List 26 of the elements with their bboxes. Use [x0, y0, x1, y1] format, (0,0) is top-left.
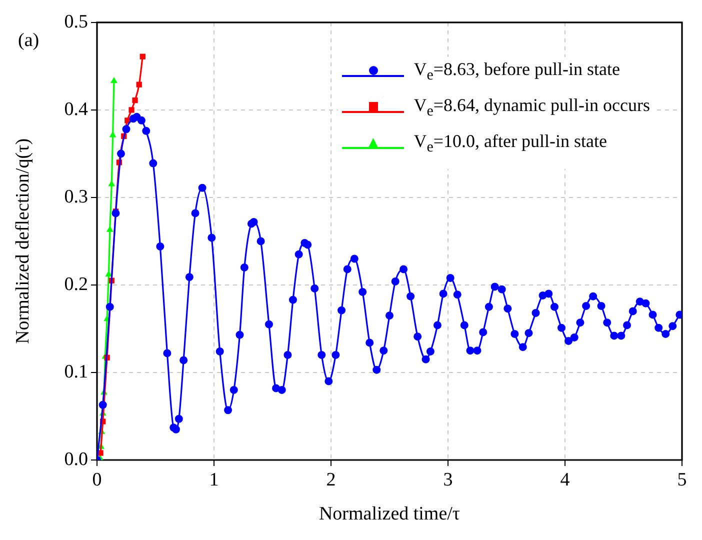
x-tick-label: 5	[677, 469, 687, 490]
x-tick-label: 3	[443, 469, 453, 490]
legend-label: V$_{e}$=8.63, before pull-in state	[414, 59, 620, 84]
legend-label: V$_{e}$=10.0, after pull-in state	[414, 131, 607, 156]
point	[132, 97, 138, 104]
point	[128, 107, 134, 113]
point	[136, 82, 142, 88]
legend-label: V$_{e}$=8.64, dynamic pull-in occurs	[414, 95, 650, 120]
y-tick-label: 0.3	[64, 186, 88, 208]
x-axis-title: Normalized time/τ	[318, 504, 460, 525]
point	[140, 54, 146, 60]
x-tick-label: 1	[209, 469, 219, 490]
y-tick-label: 0.0	[64, 448, 88, 470]
y-tick-label: 0.2	[64, 274, 88, 295]
point	[109, 131, 116, 138]
point	[106, 226, 114, 232]
y-tick-label: 0.4	[64, 98, 88, 120]
x-tick-label: 0	[92, 469, 102, 490]
y-tick-label: 0.5	[64, 11, 88, 32]
x-tick-label: 4	[560, 469, 570, 490]
point	[108, 180, 116, 186]
y-tick-label: 0.1	[64, 361, 88, 382]
y-axis-title: Normalized deflection/q(τ)	[12, 138, 34, 344]
x-tick-label: 2	[326, 469, 336, 490]
text: (a)	[18, 30, 40, 52]
point	[110, 77, 118, 84]
